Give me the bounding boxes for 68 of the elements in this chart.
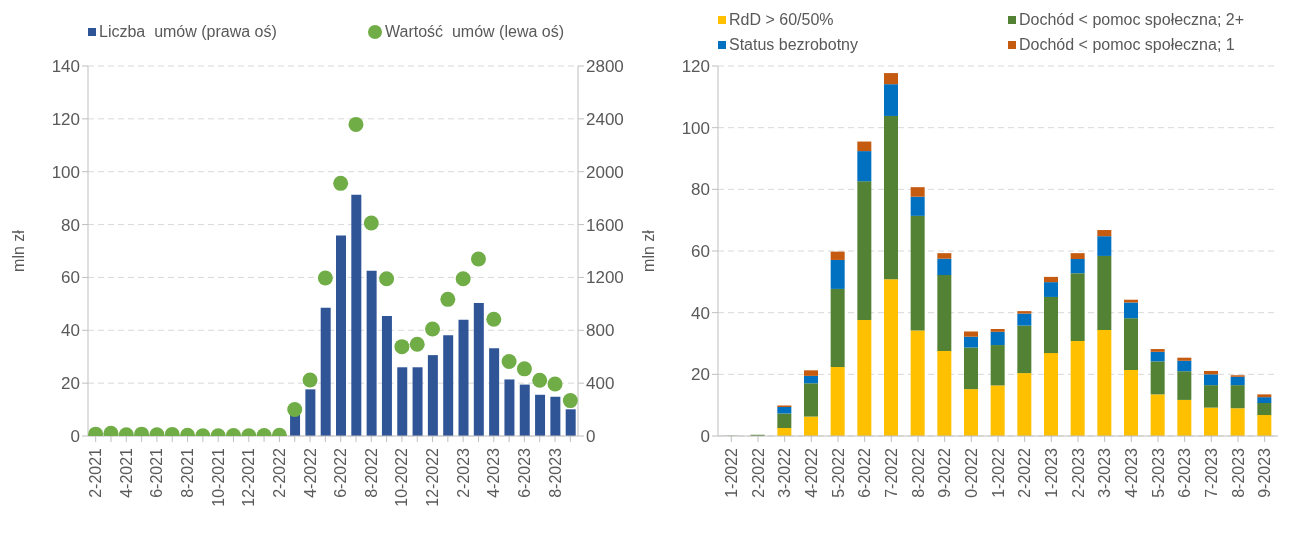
x-tick-label: 8-2023 bbox=[546, 447, 564, 498]
x-tick-label: 12-2021 bbox=[240, 447, 258, 507]
x-tick-label: 7-2023 bbox=[1202, 447, 1220, 498]
y2-tick-label: 2400 bbox=[586, 109, 624, 129]
x-tick-label: 2-2021 bbox=[87, 447, 105, 498]
x-tick-label: 6-2022 bbox=[856, 447, 874, 498]
legend-label: RdD > 60/50% bbox=[729, 10, 834, 29]
y-tick-label: 120 bbox=[51, 109, 80, 129]
y-tick-label: 100 bbox=[681, 118, 710, 138]
legend-label: Status bezrobotny bbox=[729, 35, 858, 54]
x-tick-label: 10-2021 bbox=[209, 447, 227, 507]
y-tick-label: 80 bbox=[691, 180, 710, 200]
y2-tick-label: 1600 bbox=[586, 215, 624, 235]
x-tick-label: 4-2023 bbox=[485, 447, 503, 498]
x-tick-label: 5-2023 bbox=[1149, 447, 1167, 498]
y2-tick-label: 2800 bbox=[586, 57, 624, 77]
x-tick-label: 2-2022 bbox=[1016, 447, 1034, 498]
x-tick-label: 2-2023 bbox=[1069, 447, 1087, 498]
x-tick-label: 2-2022 bbox=[270, 447, 288, 498]
x-tick-label: 7-2022 bbox=[882, 447, 900, 498]
x-tick-label: 9-2022 bbox=[936, 447, 954, 498]
y-tick-label: 60 bbox=[691, 242, 710, 262]
y2-tick-label: 400 bbox=[586, 374, 615, 394]
legend-label: Dochód < pomoc społeczna; 2+ bbox=[1019, 10, 1245, 29]
y-axis-title: mln zł bbox=[9, 229, 27, 272]
x-tick-label: 1-2023 bbox=[1042, 447, 1060, 498]
x-tick-label: 0-2022 bbox=[962, 447, 980, 498]
x-tick-label: 8-2023 bbox=[1229, 447, 1247, 498]
y-tick-label: 20 bbox=[691, 365, 710, 385]
y-tick-label: 20 bbox=[61, 374, 80, 394]
x-tick-label: 8-2022 bbox=[909, 447, 927, 498]
x-tick-label: 1-2022 bbox=[989, 447, 1007, 498]
x-tick-label: 1-2022 bbox=[722, 447, 740, 498]
x-tick-label: 6-2023 bbox=[1176, 447, 1194, 498]
x-tick-label: 4-2023 bbox=[1122, 447, 1140, 498]
legend-label: Wartość umów (lewa oś) bbox=[385, 23, 564, 41]
x-tick-label: 6-2021 bbox=[148, 447, 166, 498]
x-tick-label: 8-2021 bbox=[179, 447, 197, 498]
y-tick-label: 80 bbox=[61, 215, 80, 235]
x-tick-label: 3-2023 bbox=[1096, 447, 1114, 498]
x-tick-label: 3-2022 bbox=[776, 447, 794, 498]
y-tick-label: 40 bbox=[61, 321, 80, 341]
y2-tick-label: 800 bbox=[586, 321, 615, 341]
x-tick-label: 5-2022 bbox=[829, 447, 847, 498]
y2-tick-label: 0 bbox=[586, 427, 596, 447]
y-tick-label: 0 bbox=[700, 427, 710, 447]
x-tick-label: 8-2022 bbox=[362, 447, 380, 498]
x-tick-label: 2-2022 bbox=[749, 447, 767, 498]
y-tick-label: 40 bbox=[691, 303, 710, 323]
x-tick-label: 4-2022 bbox=[301, 447, 319, 498]
y-axis-title: mln zł bbox=[639, 229, 657, 272]
x-tick-label: 4-2021 bbox=[117, 447, 135, 498]
y-tick-label: 100 bbox=[51, 162, 80, 182]
x-tick-label: 12-2022 bbox=[424, 447, 442, 507]
y-tick-label: 0 bbox=[70, 427, 80, 447]
y-tick-label: 120 bbox=[681, 57, 710, 77]
x-tick-label: 6-2022 bbox=[332, 447, 350, 498]
legend-label: Liczba umów (prawa oś) bbox=[99, 23, 277, 41]
x-tick-label: 9-2023 bbox=[1256, 447, 1274, 498]
y-tick-label: 60 bbox=[61, 268, 80, 288]
y2-tick-label: 1200 bbox=[586, 268, 624, 288]
x-tick-label: 6-2023 bbox=[515, 447, 533, 498]
x-tick-label: 10-2022 bbox=[393, 447, 411, 507]
y2-tick-label: 2000 bbox=[586, 162, 624, 182]
x-tick-label: 4-2022 bbox=[802, 447, 820, 498]
y-tick-label: 140 bbox=[51, 57, 80, 77]
x-tick-label: 2-2023 bbox=[454, 447, 472, 498]
legend-label: Dochód < pomoc społeczna; 1 bbox=[1019, 35, 1235, 54]
